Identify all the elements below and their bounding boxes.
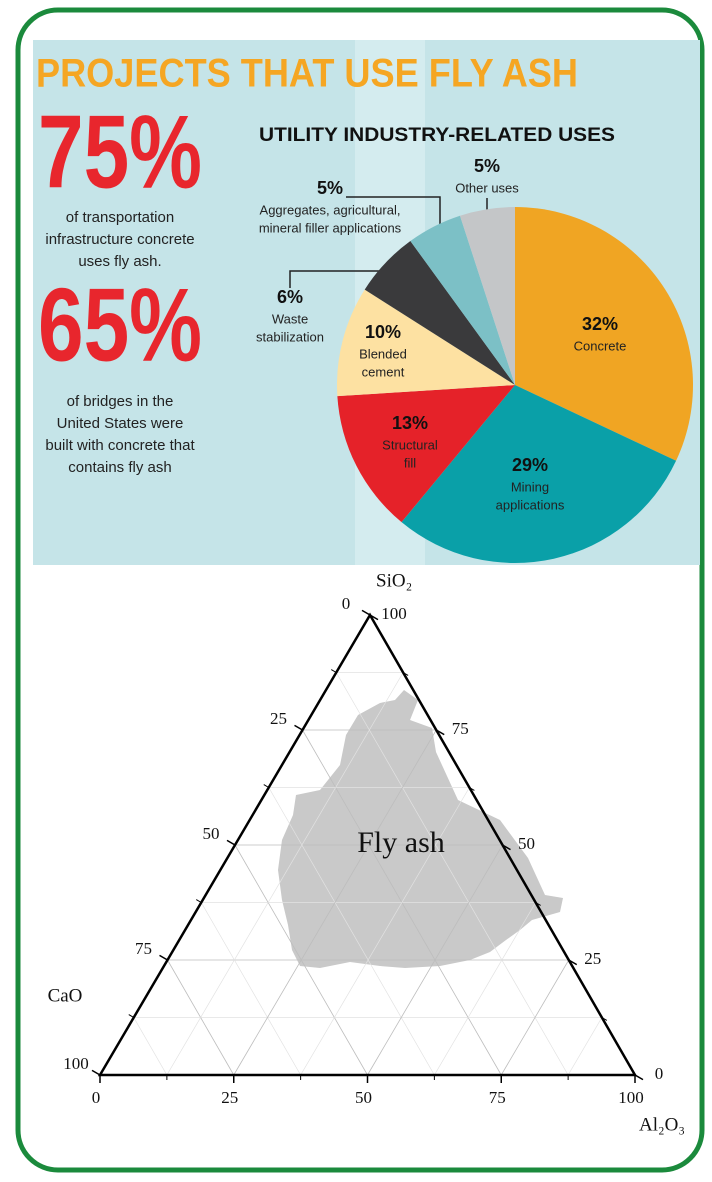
pie-title: UTILITY INDUSTRY-RELATED USES <box>259 125 615 146</box>
category-label: mineral filler applications <box>259 220 402 235</box>
category-label: Other uses <box>455 180 519 195</box>
tick-label: 75 <box>452 719 469 738</box>
minor-grid <box>166 672 404 1076</box>
axis-title: CaO <box>48 985 83 1006</box>
value-label: 32% <box>582 314 618 334</box>
axis-title: Al₂O₃ <box>639 1114 685 1135</box>
tick-mark <box>294 724 303 731</box>
tick-label: 0 <box>92 1088 101 1107</box>
pie-slice <box>364 240 515 385</box>
minor-grid <box>200 902 301 1076</box>
category-label: applications <box>496 497 565 512</box>
category-label: Blended <box>359 346 407 361</box>
tick-label: 25 <box>270 709 287 728</box>
category-label: Aggregates, agricultural, <box>260 202 401 217</box>
category-label: Structural <box>382 437 438 452</box>
pie-slice <box>410 215 515 385</box>
tick-mark <box>159 954 168 961</box>
minor-grid <box>268 787 435 1076</box>
minor-grid <box>335 672 569 1076</box>
tick-label: 50 <box>203 824 220 843</box>
pie-slice <box>459 207 515 385</box>
title: PROJECTS THAT USE FLY ASH <box>36 52 578 96</box>
tick-label: 50 <box>355 1088 372 1107</box>
pie-slice <box>337 385 515 523</box>
tick-label: 25 <box>584 949 601 968</box>
category-label: fill <box>404 455 416 470</box>
tick-label: 0 <box>655 1064 664 1083</box>
category-label: Waste <box>272 311 308 326</box>
leader-line <box>289 270 392 288</box>
value-label: 13% <box>392 413 428 433</box>
axis-title: SiO₂ <box>376 570 412 591</box>
stat-figure: 65% <box>38 267 202 383</box>
tick-label: 100 <box>381 604 407 623</box>
category-label: stabilization <box>256 329 324 344</box>
stat-figure: 75% <box>38 94 202 210</box>
tick-label: 100 <box>618 1088 644 1107</box>
grid-line <box>500 959 570 1076</box>
stats: 75%of transportation infrastructure concr… <box>38 94 202 476</box>
pie-slice <box>401 385 677 563</box>
pie-chart: UTILITY INDUSTRY-RELATED USES 32% Concret… <box>256 125 693 563</box>
category-label: cement <box>362 364 405 379</box>
pie-slice <box>337 289 515 397</box>
tick-label: 50 <box>518 834 535 853</box>
tick-label: 75 <box>489 1088 506 1107</box>
pie-slice <box>515 207 693 461</box>
value-label: 29% <box>512 455 548 475</box>
stat-text: uses fly ash. <box>78 253 161 270</box>
stat-text: of bridges in the <box>67 393 174 410</box>
fly-ash-region <box>278 690 563 968</box>
tick-label: 75 <box>135 939 152 958</box>
stat-text: United States were <box>57 415 184 432</box>
minor-grid <box>300 787 470 1076</box>
stat-text: built with concrete that <box>45 437 195 454</box>
stat-text: of transportation <box>66 209 174 226</box>
category-label: Concrete <box>574 338 627 353</box>
value-label: 5% <box>317 178 343 198</box>
grid-line <box>367 844 503 1076</box>
annotation: Fly ash <box>357 826 445 859</box>
tick-label: 100 <box>63 1054 89 1073</box>
value-label: 10% <box>365 322 401 342</box>
stat-text: contains fly ash <box>68 459 171 476</box>
category-label: Mining <box>511 479 549 494</box>
grid-line <box>233 729 437 1076</box>
tick-mark <box>361 609 371 616</box>
value-label: 5% <box>474 156 500 176</box>
tick-label: 25 <box>221 1088 238 1107</box>
minor-grid <box>133 1017 168 1076</box>
minor-grid <box>434 902 536 1076</box>
minor-grid <box>567 1017 603 1076</box>
stat-text: infrastructure concrete <box>45 231 194 248</box>
triangle <box>97 612 638 1077</box>
tick-mark <box>226 839 236 846</box>
tick-label: 0 <box>342 594 351 613</box>
value-label: 6% <box>277 287 303 307</box>
tick-mark <box>91 1069 101 1076</box>
